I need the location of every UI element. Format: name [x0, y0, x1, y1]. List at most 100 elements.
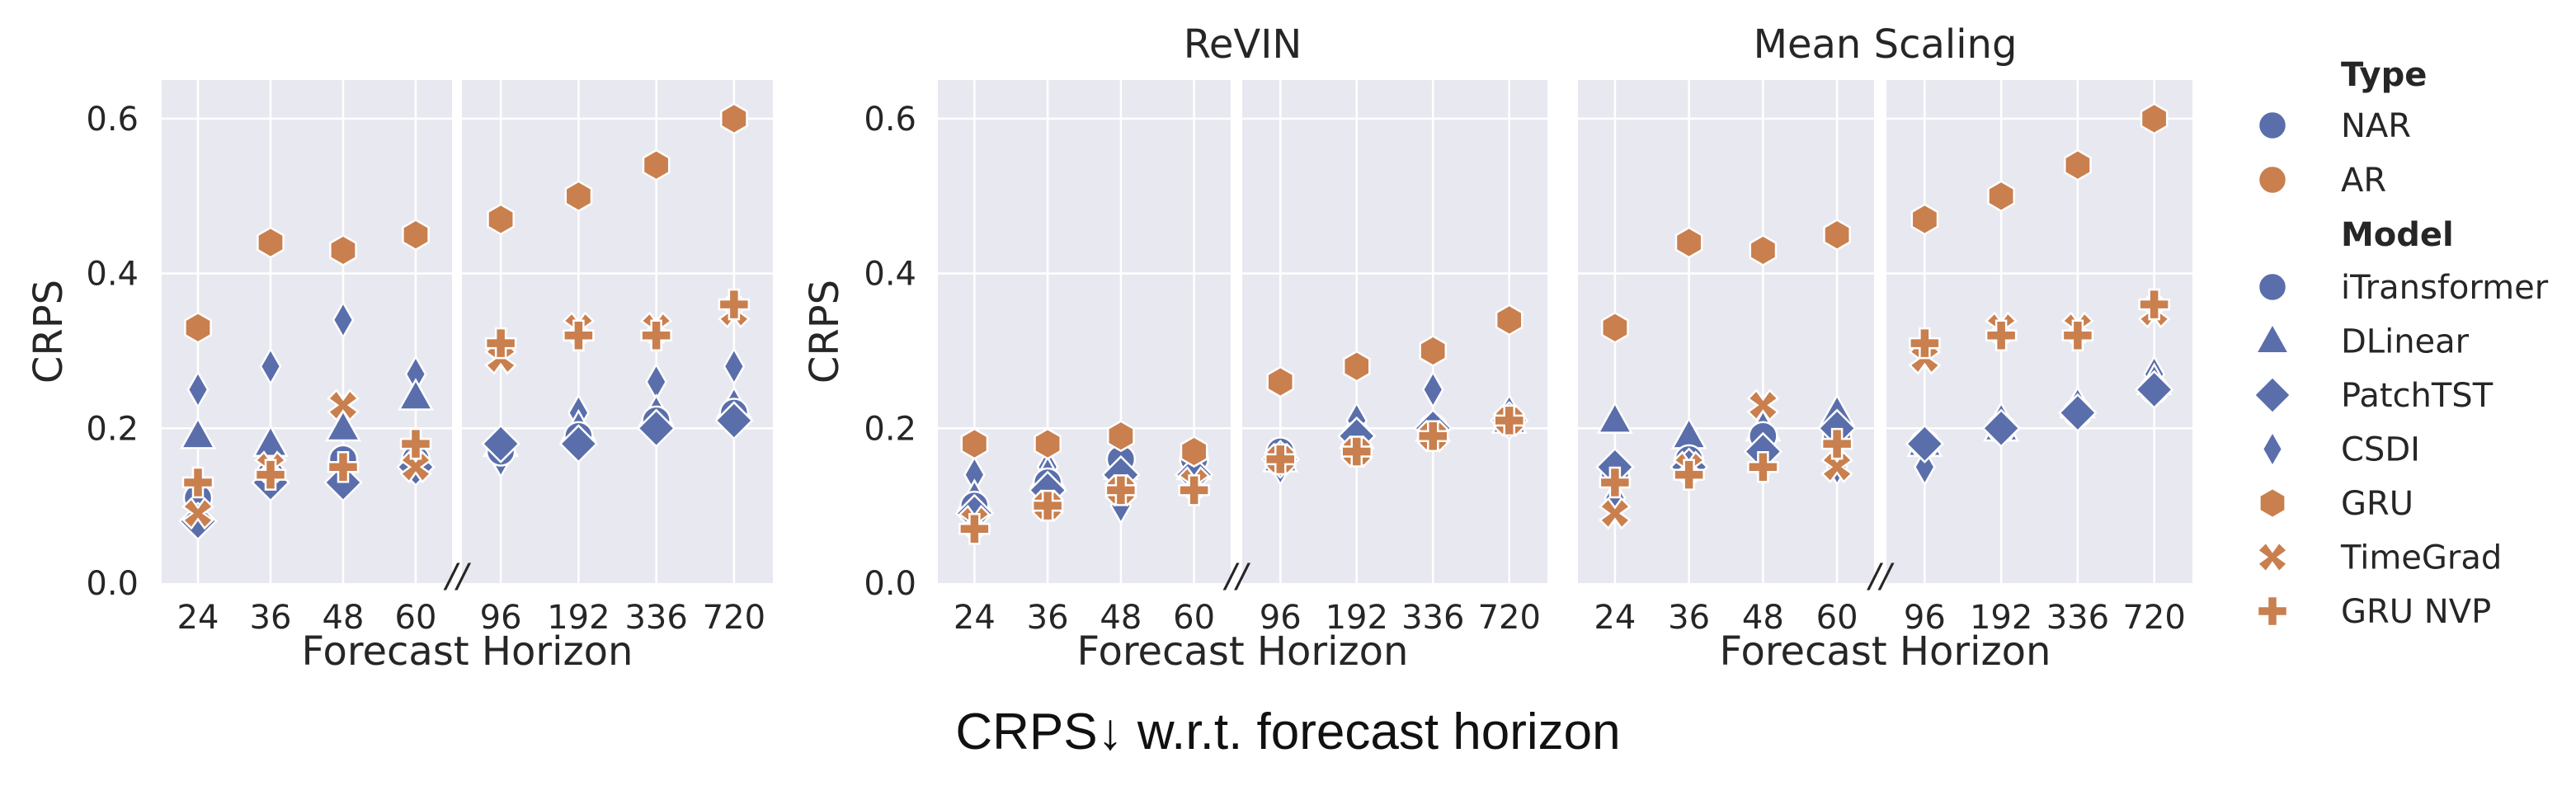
x-tick-label: 36 [250, 599, 292, 637]
data-point-timegrad [327, 388, 360, 422]
data-point-gru [1910, 203, 1939, 236]
legend-marker-gru-nvp [2256, 595, 2289, 628]
data-point-gru [1601, 311, 1629, 344]
x-tick-label: 336 [1401, 599, 1464, 637]
x-tick-label: 24 [177, 599, 219, 637]
panel-3: 24 36 48 60 96 192 336 720 // Forecast Horizon Mea… [1578, 21, 2192, 675]
data-point-gru-nvp [958, 513, 991, 545]
data-point-csdi [259, 346, 282, 386]
legend-label: PatchTST [2341, 377, 2494, 415]
data-point-gru-nvp [1985, 319, 2018, 351]
legend-label: TimeGrad [2340, 539, 2502, 577]
data-point-gru-nvp [1820, 427, 1853, 460]
x-tick-label: 720 [2122, 599, 2185, 637]
data-point-gru [642, 148, 671, 181]
data-point-gru-nvp [1264, 443, 1297, 476]
x-tick-label: 60 [1816, 599, 1858, 637]
x-tick-label: 336 [2046, 599, 2109, 637]
data-point-patchtst [636, 408, 676, 449]
data-point-gru [960, 427, 989, 460]
legend-label: GRU [2341, 485, 2414, 523]
data-point-gru [1674, 226, 1703, 259]
legend-marker-ar [2257, 164, 2288, 195]
legend-marker-dlinear [2253, 321, 2291, 355]
y-tick-label: 0.4 [864, 256, 916, 294]
data-point-timegrad [1746, 388, 1780, 422]
x-tick-label: 60 [395, 599, 437, 637]
panel-title: ReVIN [1184, 21, 1302, 68]
data-point-dlinear [397, 378, 435, 411]
x-tick-label: 96 [480, 599, 522, 637]
legend-label: GRU NVP [2341, 593, 2491, 631]
data-point-gru-nvp [1031, 489, 1064, 522]
y-tick-label: 0.6 [86, 101, 139, 139]
data-point-gru [720, 102, 748, 135]
figure-caption: CRPS↓ w.r.t. forecast horizon [955, 704, 1621, 760]
data-point-gru-nvp [1747, 450, 1779, 483]
legend-label: AR [2341, 162, 2386, 200]
x-tick-label: 48 [323, 599, 365, 637]
data-point-gru [2064, 148, 2092, 181]
x-tick-label: 48 [1742, 599, 1784, 637]
data-point-gru [2140, 102, 2169, 135]
data-point-gru [1495, 304, 1523, 337]
legend-marker-itransformer [2257, 271, 2288, 303]
data-point-gru [564, 180, 593, 213]
axis-break-mark: // [444, 558, 472, 595]
panel-2: 0.0 0.2 0.4 0.6 CRPS 24 36 48 60 96 192 336 720 // For… [802, 21, 1547, 675]
data-point-gru-nvp [1340, 435, 1373, 468]
plot-background-right [462, 80, 773, 583]
data-point-gru [1107, 420, 1135, 453]
legend-label: iTransformer [2341, 269, 2549, 307]
data-point-gru-nvp [1493, 404, 1525, 437]
data-point-gru [1987, 180, 2015, 213]
y-tick-label: 0.6 [864, 101, 916, 139]
data-point-gru [257, 226, 285, 259]
data-point-gru [1266, 365, 1295, 398]
x-tick-label: 60 [1173, 599, 1215, 637]
data-point-gru-nvp [181, 466, 214, 499]
data-point-gru-nvp [640, 319, 672, 351]
data-point-timegrad [181, 497, 214, 530]
data-point-timegrad [399, 450, 432, 484]
x-tick-label: 720 [703, 599, 765, 637]
x-tick-label: 36 [1027, 599, 1069, 637]
axis-break-mark: // [1223, 558, 1251, 595]
data-point-csdi [186, 369, 210, 409]
panel-1: 0.0 0.2 0.4 0.6 CRPS 24 36 48 60 96 192 336 720 // For… [26, 80, 773, 675]
x-tick-label: 24 [954, 599, 996, 637]
panel-title: Mean Scaling [1754, 21, 2018, 68]
data-point-gru-nvp [1909, 327, 1941, 360]
data-point-gru-nvp [399, 427, 432, 460]
data-point-patchtst [1981, 408, 2021, 449]
data-point-patchtst [2058, 393, 2098, 433]
x-tick-label: 48 [1100, 599, 1142, 637]
y-tick-label: 0.0 [864, 565, 916, 603]
data-point-gru [402, 219, 430, 252]
plot-background-right [1886, 80, 2192, 583]
x-axis-label: Forecast Horizon [1077, 628, 1409, 675]
y-tick-label: 0.2 [86, 410, 139, 448]
x-tick-label: 192 [1326, 599, 1388, 637]
axis-break-mark: // [1867, 558, 1895, 595]
legend-marker-nar [2257, 110, 2288, 141]
data-point-csdi [723, 346, 746, 386]
x-tick-label: 192 [1970, 599, 2032, 637]
data-point-gru-nvp [2061, 319, 2094, 351]
y-tick-label: 0.0 [86, 565, 139, 603]
data-point-patchtst [2134, 369, 2174, 410]
x-tick-label: 192 [547, 599, 610, 637]
data-point-gru [1823, 219, 1851, 252]
data-point-gru [329, 234, 357, 266]
data-point-gru [184, 311, 212, 344]
y-tick-label: 0.4 [86, 256, 139, 294]
data-point-gru [1419, 335, 1448, 367]
legend-label: DLinear [2341, 323, 2470, 361]
data-point-dlinear [179, 417, 217, 449]
data-point-gru-nvp [1417, 420, 1449, 452]
data-point-dlinear [1596, 401, 1633, 434]
data-point-dlinear [324, 408, 362, 442]
x-tick-label: 96 [1260, 599, 1302, 637]
data-point-timegrad [1598, 497, 1632, 530]
data-point-patchtst [714, 401, 754, 440]
